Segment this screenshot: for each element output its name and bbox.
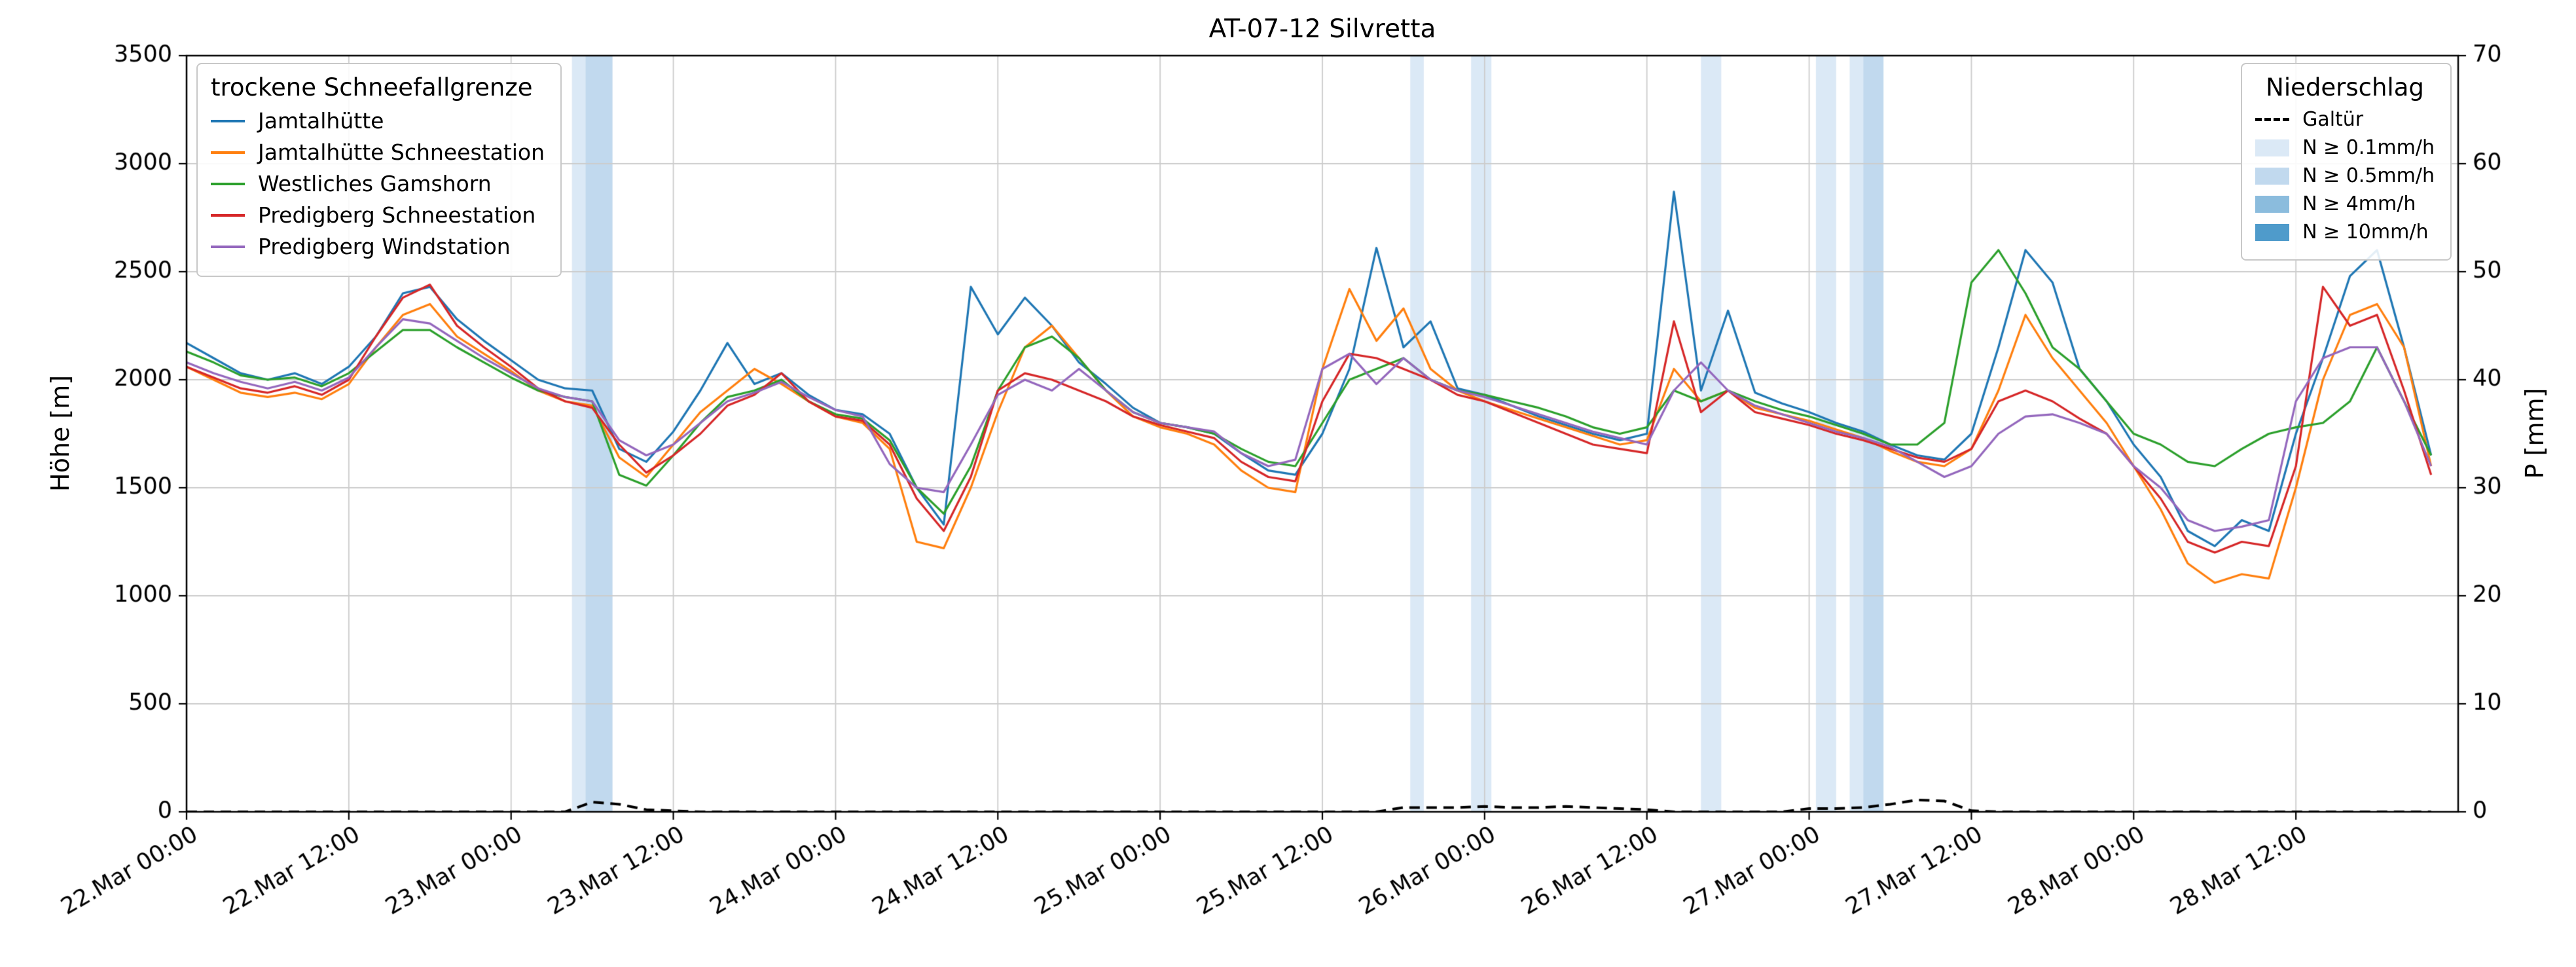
line-swatch-predigberg-windstation bbox=[211, 245, 245, 248]
legend-item-label: Jamtalhütte Schneestation bbox=[258, 139, 545, 165]
legend-item-jamtalhuette: Jamtalhütte bbox=[211, 108, 545, 134]
line-swatch-predigberg-schneestation bbox=[211, 213, 245, 217]
dashed-line-swatch bbox=[2255, 118, 2290, 121]
legend-item-label: N ≥ 0.5mm/h bbox=[2302, 164, 2435, 187]
chart-title: AT-07-12 Silvretta bbox=[1208, 14, 1436, 44]
legend-snowline: trockene Schneefallgrenze Jamtalhütte Ja… bbox=[196, 63, 562, 277]
legend-item-label: Westliches Gamshorn bbox=[258, 171, 492, 196]
legend-item-label: Predigberg Schneestation bbox=[258, 202, 536, 228]
y-axis-label-left: Höhe [m] bbox=[46, 374, 75, 492]
legend-precip-title: Niederschlag bbox=[2266, 73, 2424, 101]
legend-item-predigberg-schneestation: Predigberg Schneestation bbox=[211, 202, 545, 228]
legend-item-label: N ≥ 4mm/h bbox=[2302, 192, 2416, 215]
legend-item-predigberg-windstation: Predigberg Windstation bbox=[211, 234, 545, 259]
patch-swatch-4mm bbox=[2255, 195, 2290, 213]
patch-swatch-10mm bbox=[2255, 223, 2290, 241]
y-axis-label-right: P [mm] bbox=[2520, 388, 2549, 479]
legend-item-label: Galtür bbox=[2302, 108, 2364, 131]
legend-item-westliches-gamshorn: Westliches Gamshorn bbox=[211, 171, 545, 196]
legend-item-galtuer: Galtür bbox=[2255, 108, 2435, 131]
line-swatch-jamtalhuette-schneestation bbox=[211, 151, 245, 154]
legend-item-label: N ≥ 10mm/h bbox=[2302, 221, 2429, 244]
legend-item-label: N ≥ 0.1mm/h bbox=[2302, 136, 2435, 159]
legend-item-n-4: N ≥ 4mm/h bbox=[2255, 192, 2435, 215]
legend-precip: Niederschlag Galtür N ≥ 0.1mm/h N ≥ 0.5m… bbox=[2241, 63, 2452, 261]
legend-item-label: Jamtalhütte bbox=[258, 108, 384, 134]
legend-snowline-title: trockene Schneefallgrenze bbox=[211, 73, 533, 101]
line-swatch-jamtalhuette bbox=[211, 119, 245, 122]
line-swatch-westliches-gamshorn bbox=[211, 182, 245, 185]
legend-item-n-0-1: N ≥ 0.1mm/h bbox=[2255, 136, 2435, 159]
legend-item-label: Predigberg Windstation bbox=[258, 234, 511, 259]
patch-swatch-0-1mm bbox=[2255, 139, 2290, 156]
patch-swatch-0-5mm bbox=[2255, 167, 2290, 185]
legend-item-n-10: N ≥ 10mm/h bbox=[2255, 221, 2435, 244]
legend-item-n-0-5: N ≥ 0.5mm/h bbox=[2255, 164, 2435, 187]
legend-item-jamtalhuette-schneestation: Jamtalhütte Schneestation bbox=[211, 139, 545, 165]
